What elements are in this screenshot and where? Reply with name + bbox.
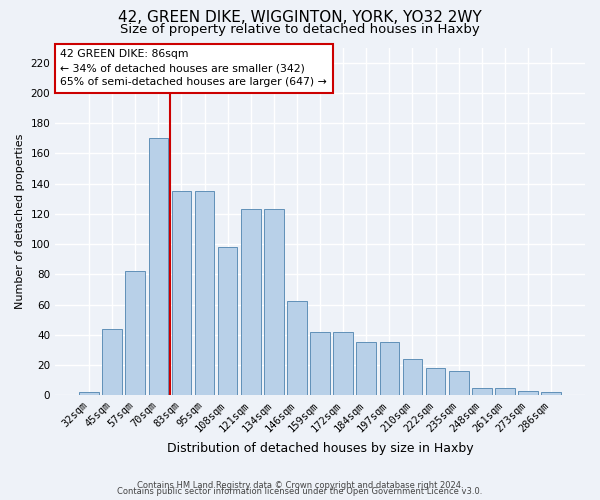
- Y-axis label: Number of detached properties: Number of detached properties: [15, 134, 25, 309]
- Text: 42 GREEN DIKE: 86sqm
← 34% of detached houses are smaller (342)
65% of semi-deta: 42 GREEN DIKE: 86sqm ← 34% of detached h…: [61, 49, 327, 87]
- Bar: [195, 191, 214, 395]
- Bar: [426, 368, 445, 395]
- Bar: [218, 247, 238, 395]
- Bar: [356, 342, 376, 395]
- X-axis label: Distribution of detached houses by size in Haxby: Distribution of detached houses by size …: [167, 442, 473, 455]
- Bar: [541, 392, 561, 395]
- Bar: [518, 390, 538, 395]
- Bar: [380, 342, 399, 395]
- Bar: [495, 388, 515, 395]
- Bar: [287, 302, 307, 395]
- Bar: [472, 388, 491, 395]
- Text: Size of property relative to detached houses in Haxby: Size of property relative to detached ho…: [120, 22, 480, 36]
- Bar: [241, 210, 260, 395]
- Bar: [172, 191, 191, 395]
- Bar: [310, 332, 330, 395]
- Bar: [125, 271, 145, 395]
- Bar: [403, 359, 422, 395]
- Text: Contains public sector information licensed under the Open Government Licence v3: Contains public sector information licen…: [118, 488, 482, 496]
- Bar: [264, 210, 284, 395]
- Text: 42, GREEN DIKE, WIGGINTON, YORK, YO32 2WY: 42, GREEN DIKE, WIGGINTON, YORK, YO32 2W…: [118, 10, 482, 25]
- Bar: [449, 371, 469, 395]
- Bar: [79, 392, 99, 395]
- Text: Contains HM Land Registry data © Crown copyright and database right 2024.: Contains HM Land Registry data © Crown c…: [137, 481, 463, 490]
- Bar: [103, 328, 122, 395]
- Bar: [149, 138, 168, 395]
- Bar: [334, 332, 353, 395]
